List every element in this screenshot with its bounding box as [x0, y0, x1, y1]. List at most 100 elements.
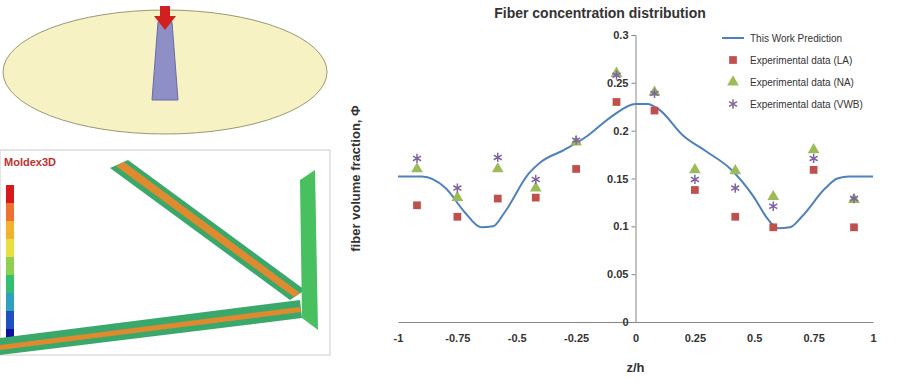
colorbar-cell [6, 185, 14, 203]
colorbar-cell [6, 221, 14, 239]
y-tick-mark [632, 179, 636, 180]
y-tick-mark [632, 274, 636, 275]
x-tick: -0.75 [445, 322, 470, 344]
legend-label: Experimental data (LA) [750, 55, 852, 66]
sprue [152, 22, 178, 100]
y-tick-label: 0.1 [613, 220, 628, 232]
y-tick: 0.1 [613, 220, 635, 232]
data-point [572, 136, 580, 145]
band [110, 160, 305, 300]
colorbar-cell [6, 257, 14, 275]
y-tick-mark [632, 131, 636, 132]
legend-label: Experimental data (VWB) [750, 99, 863, 110]
y-tick: 0.25 [607, 77, 635, 89]
colorbar-cell [6, 311, 14, 329]
gate-arrow [154, 6, 176, 30]
data-point [454, 213, 462, 221]
y-tick-mark [632, 83, 636, 84]
band-core [116, 162, 300, 297]
legend: This Work Prediction Experimental data (L… [722, 33, 863, 110]
x-tick: -0.25 [564, 322, 589, 344]
data-point [453, 183, 461, 192]
data-point [651, 107, 659, 115]
colorbar-cell [6, 239, 14, 257]
legend-label: This Work Prediction [750, 33, 842, 44]
legend-label: Experimental data (NA) [750, 77, 854, 88]
legend-entry: This Work Prediction [722, 33, 842, 44]
y-tick-label: 0.25 [607, 77, 628, 89]
y-tick-mark [632, 35, 636, 36]
legend-swatch [729, 56, 737, 64]
data-point [848, 193, 860, 203]
x-tick: 0 [633, 322, 639, 344]
y-tick-mark [632, 322, 636, 323]
data-point [767, 190, 779, 200]
data-point [729, 164, 741, 174]
data-point [810, 154, 818, 163]
x-tick-label: -1 [394, 332, 404, 344]
data-point [850, 223, 858, 231]
title: Fiber concentration distribution [494, 5, 706, 21]
data-point [731, 183, 739, 192]
y-tick: 0.15 [607, 173, 635, 185]
annotation: Moldex3D [4, 156, 56, 168]
figure: Moldex3D Fiber concentration distribution… [0, 0, 900, 385]
x-tick: 0.75 [803, 322, 824, 344]
series-line [398, 104, 873, 228]
data-point [650, 89, 658, 98]
x-axis: -1 -0.75 -0.5 -0.25 0 0.25 0.5 0.75 1 [394, 322, 877, 344]
illustrations: Moldex3D [0, 6, 330, 355]
view-bg [0, 150, 330, 355]
data-point [492, 162, 504, 172]
x-tick: -0.5 [508, 322, 527, 344]
x-tick: 0.5 [747, 322, 762, 344]
y-tick: 0.2 [613, 125, 635, 137]
x-tick: 1 [870, 322, 876, 344]
data-point [731, 213, 739, 221]
y-tick-mark [632, 226, 636, 227]
y-axis-title: fiber volume fraction, Φ [348, 105, 363, 252]
x-tick-label: 1 [870, 332, 876, 344]
band [0, 300, 302, 355]
x-tick-label: 0 [633, 332, 639, 344]
x-tick-label: 0.75 [803, 332, 824, 344]
data-point [494, 195, 502, 203]
data-point [691, 186, 699, 194]
y-tick: 0 [622, 316, 635, 328]
x-tick-label: 0.25 [685, 332, 706, 344]
y-tick-label: 0.2 [613, 125, 628, 137]
y-tick-label: 0.3 [613, 29, 628, 41]
x-tick-label: -0.5 [508, 332, 527, 344]
data-point [572, 165, 580, 173]
band-core [0, 307, 301, 350]
data-point [769, 223, 777, 231]
y-tick: 0.05 [607, 268, 635, 280]
x-tick-label: -0.25 [564, 332, 589, 344]
data-point [532, 194, 540, 202]
x-axis-title: z/h [626, 360, 644, 375]
data-point [810, 166, 818, 174]
legend-entry: Experimental data (VWB) [729, 99, 863, 110]
y-tick-label: 0.05 [607, 268, 628, 280]
data-point [570, 135, 582, 145]
plot-area [398, 66, 873, 231]
simulation-view: Moldex3D [0, 150, 330, 355]
legend-swatch [727, 75, 739, 85]
legend-entry: Experimental data (LA) [729, 55, 852, 66]
wall [300, 170, 318, 330]
data-point [494, 153, 502, 162]
data-point [689, 163, 701, 173]
data-point [612, 71, 620, 80]
data-point [691, 175, 699, 184]
data-point [413, 154, 421, 163]
data-point [808, 143, 820, 153]
y-axis-line [632, 36, 637, 323]
y-tick-label: 0.15 [607, 173, 628, 185]
y-axis: 0 0.05 0.1 0.15 0.2 0.25 0.3 [607, 29, 636, 328]
data-point [532, 175, 540, 184]
colorbar-cell [6, 293, 14, 311]
data-point [850, 194, 858, 203]
data-point [411, 162, 423, 172]
x-tick: 0.25 [685, 322, 706, 344]
y-tick: 0.3 [613, 29, 635, 41]
